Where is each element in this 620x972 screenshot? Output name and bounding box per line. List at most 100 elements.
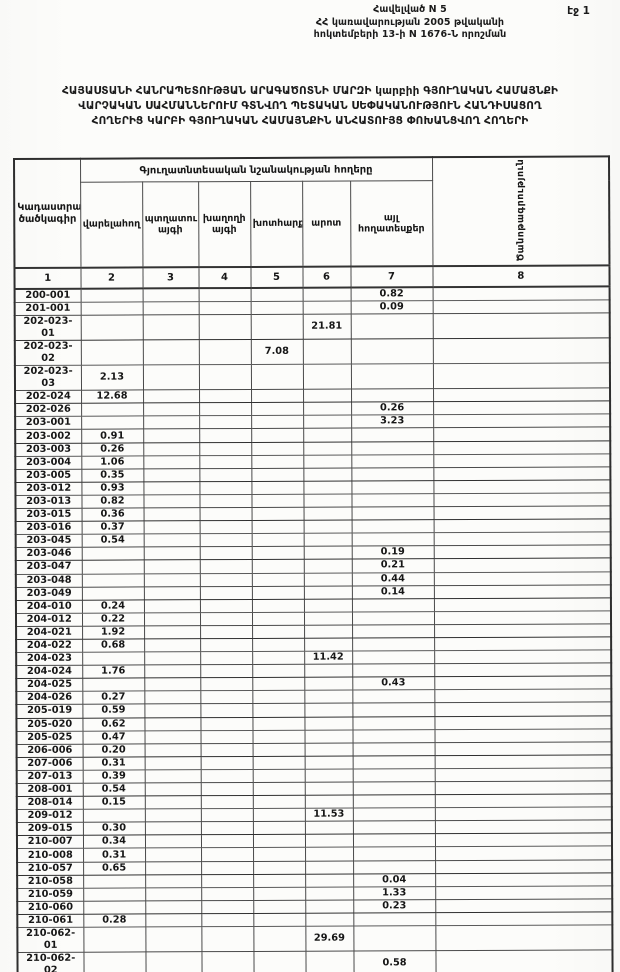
orchard-value-cell bbox=[142, 339, 199, 366]
other-lands-value-cell: 0.14 bbox=[351, 585, 434, 599]
pasture-value-cell bbox=[303, 533, 352, 547]
cadastral-code-cell: 200-001 bbox=[14, 288, 81, 303]
pasture-value-cell bbox=[303, 572, 352, 586]
other-lands-value-cell: 1.33 bbox=[353, 886, 436, 900]
vineyard-value-cell bbox=[201, 887, 254, 901]
vineyard-value-cell bbox=[200, 834, 254, 849]
orchard-value-cell bbox=[144, 795, 201, 810]
cadastral-code-cell: 210-061 bbox=[17, 914, 84, 928]
orchard-value-cell bbox=[143, 599, 200, 613]
orchard-value-cell bbox=[144, 677, 201, 692]
vineyard-value-cell bbox=[199, 389, 252, 403]
other-lands-value-cell: 0.04 bbox=[353, 873, 436, 887]
hayfield-value-cell bbox=[252, 690, 305, 704]
orchard-value-cell bbox=[144, 730, 201, 744]
note-cell bbox=[433, 519, 611, 533]
note-cell bbox=[434, 793, 612, 808]
vineyard-value-cell bbox=[200, 677, 253, 692]
other-lands-value-cell bbox=[352, 834, 436, 848]
cadastral-code-cell: 210-008 bbox=[17, 848, 84, 863]
pasture-value-cell bbox=[305, 886, 354, 901]
pasture-value-cell bbox=[303, 493, 352, 508]
hayfield-value-cell bbox=[253, 860, 306, 875]
pasture-value-cell bbox=[305, 951, 354, 972]
vineyard-value-cell bbox=[201, 874, 254, 888]
note-cell bbox=[433, 479, 611, 494]
other-lands-value-cell bbox=[351, 519, 434, 534]
note-cell bbox=[432, 338, 610, 364]
hayfield-value-cell bbox=[251, 454, 304, 469]
orchard-value-cell bbox=[144, 691, 201, 705]
title-line-2: ՎԱՐՉԱԿԱՆ ՍԱՀՄԱՆՆԵՐՈՒՄ ԳՏՆՎՈՂ ՊԵՏԱԿԱՆ ՍԵՓ… bbox=[78, 100, 542, 112]
hayfield-value-cell bbox=[252, 795, 305, 809]
note-cell bbox=[434, 689, 612, 704]
arable-value-cell: 1.92 bbox=[82, 625, 145, 640]
arable-value-cell bbox=[83, 951, 146, 972]
vineyard-value-cell bbox=[201, 951, 254, 972]
arable-value-cell bbox=[83, 887, 146, 902]
note-cell bbox=[433, 610, 612, 625]
pasture-value-cell bbox=[304, 716, 353, 730]
cadastral-code-cell: 205-019 bbox=[16, 704, 83, 719]
note-cell bbox=[434, 807, 612, 821]
note-cell bbox=[432, 299, 610, 314]
arable-value-cell bbox=[80, 288, 143, 303]
other-lands-value-cell bbox=[352, 703, 435, 717]
arable-value-cell bbox=[83, 874, 146, 888]
orchard-value-cell bbox=[144, 835, 202, 849]
cadastral-code-cell: 203-001 bbox=[15, 416, 82, 430]
cadastral-code-cell: 203-013 bbox=[15, 495, 82, 509]
pasture-value-cell bbox=[302, 339, 351, 365]
arable-value-cell bbox=[82, 678, 145, 692]
page-number: էջ 1 bbox=[567, 5, 590, 17]
pasture-value-cell bbox=[303, 467, 352, 482]
pasture-value-cell bbox=[303, 415, 352, 429]
cadastral-code-cell: 204-022 bbox=[16, 639, 83, 653]
pasture-value-cell bbox=[304, 821, 353, 835]
other-lands-value-cell bbox=[351, 441, 434, 455]
note-cell bbox=[432, 313, 610, 339]
note-cell bbox=[435, 924, 613, 951]
cadastral-code-cell: 203-004 bbox=[15, 455, 82, 470]
arable-value-cell bbox=[81, 586, 144, 600]
vineyard-value-cell bbox=[200, 756, 253, 770]
pasture-value-cell bbox=[303, 507, 352, 521]
orchard-value-cell bbox=[142, 364, 200, 391]
hayfield-value-cell bbox=[251, 415, 304, 429]
other-lands-value-cell bbox=[352, 807, 435, 822]
pasture-value-cell bbox=[303, 389, 352, 403]
table-row: 210-062-02 0.58 bbox=[17, 949, 613, 972]
cadastral-code-cell: 210-062-01 bbox=[17, 927, 84, 953]
other-lands-value-cell bbox=[352, 781, 435, 796]
note-cell bbox=[432, 363, 611, 389]
vineyard-value-cell bbox=[201, 913, 254, 927]
header-other-lands: այլ հողատեսքեր bbox=[350, 180, 433, 267]
arable-value-cell: 0.30 bbox=[82, 822, 145, 836]
pasture-value-cell bbox=[303, 611, 353, 626]
header-pasture: արոտ bbox=[302, 181, 351, 267]
column-number: 5 bbox=[250, 266, 303, 288]
title-line-3: ՀՈՂԵՐԻՑ ԿԱՐԲԻ ԳՅՈՒՂԱԿԱՆ ՀԱՄԱՅՆՔԻՆ ԱՆՀԱՏՈ… bbox=[91, 115, 529, 127]
note-cell bbox=[434, 754, 612, 769]
arable-value-cell: 0.31 bbox=[83, 848, 146, 862]
other-lands-value-cell bbox=[351, 480, 434, 494]
arable-value-cell: 0.54 bbox=[81, 534, 144, 548]
table-body: 200-001 0.82 201-001 0.09 202-023-01 21.… bbox=[14, 286, 613, 972]
cadastral-code-cell: 202-023-03 bbox=[14, 365, 82, 391]
orchard-value-cell bbox=[144, 769, 201, 783]
other-lands-value-cell bbox=[353, 912, 436, 927]
other-lands-value-cell bbox=[352, 716, 435, 730]
orchard-value-cell bbox=[144, 821, 201, 836]
other-lands-value-cell: 0.82 bbox=[350, 287, 433, 302]
orchard-value-cell bbox=[144, 638, 201, 652]
arable-value-cell bbox=[81, 416, 144, 430]
orchard-value-cell bbox=[143, 573, 200, 587]
vineyard-value-cell bbox=[199, 481, 252, 495]
vineyard-value-cell bbox=[200, 795, 253, 809]
header-agricultural-group: Գյուղատնտեսական նշանակության հողերը bbox=[80, 157, 433, 183]
orchard-value-cell bbox=[143, 494, 200, 508]
hayfield-value-cell bbox=[251, 533, 304, 547]
cadastral-code-cell: 203-049 bbox=[15, 586, 82, 601]
cadastral-code-cell: 205-025 bbox=[16, 730, 83, 745]
